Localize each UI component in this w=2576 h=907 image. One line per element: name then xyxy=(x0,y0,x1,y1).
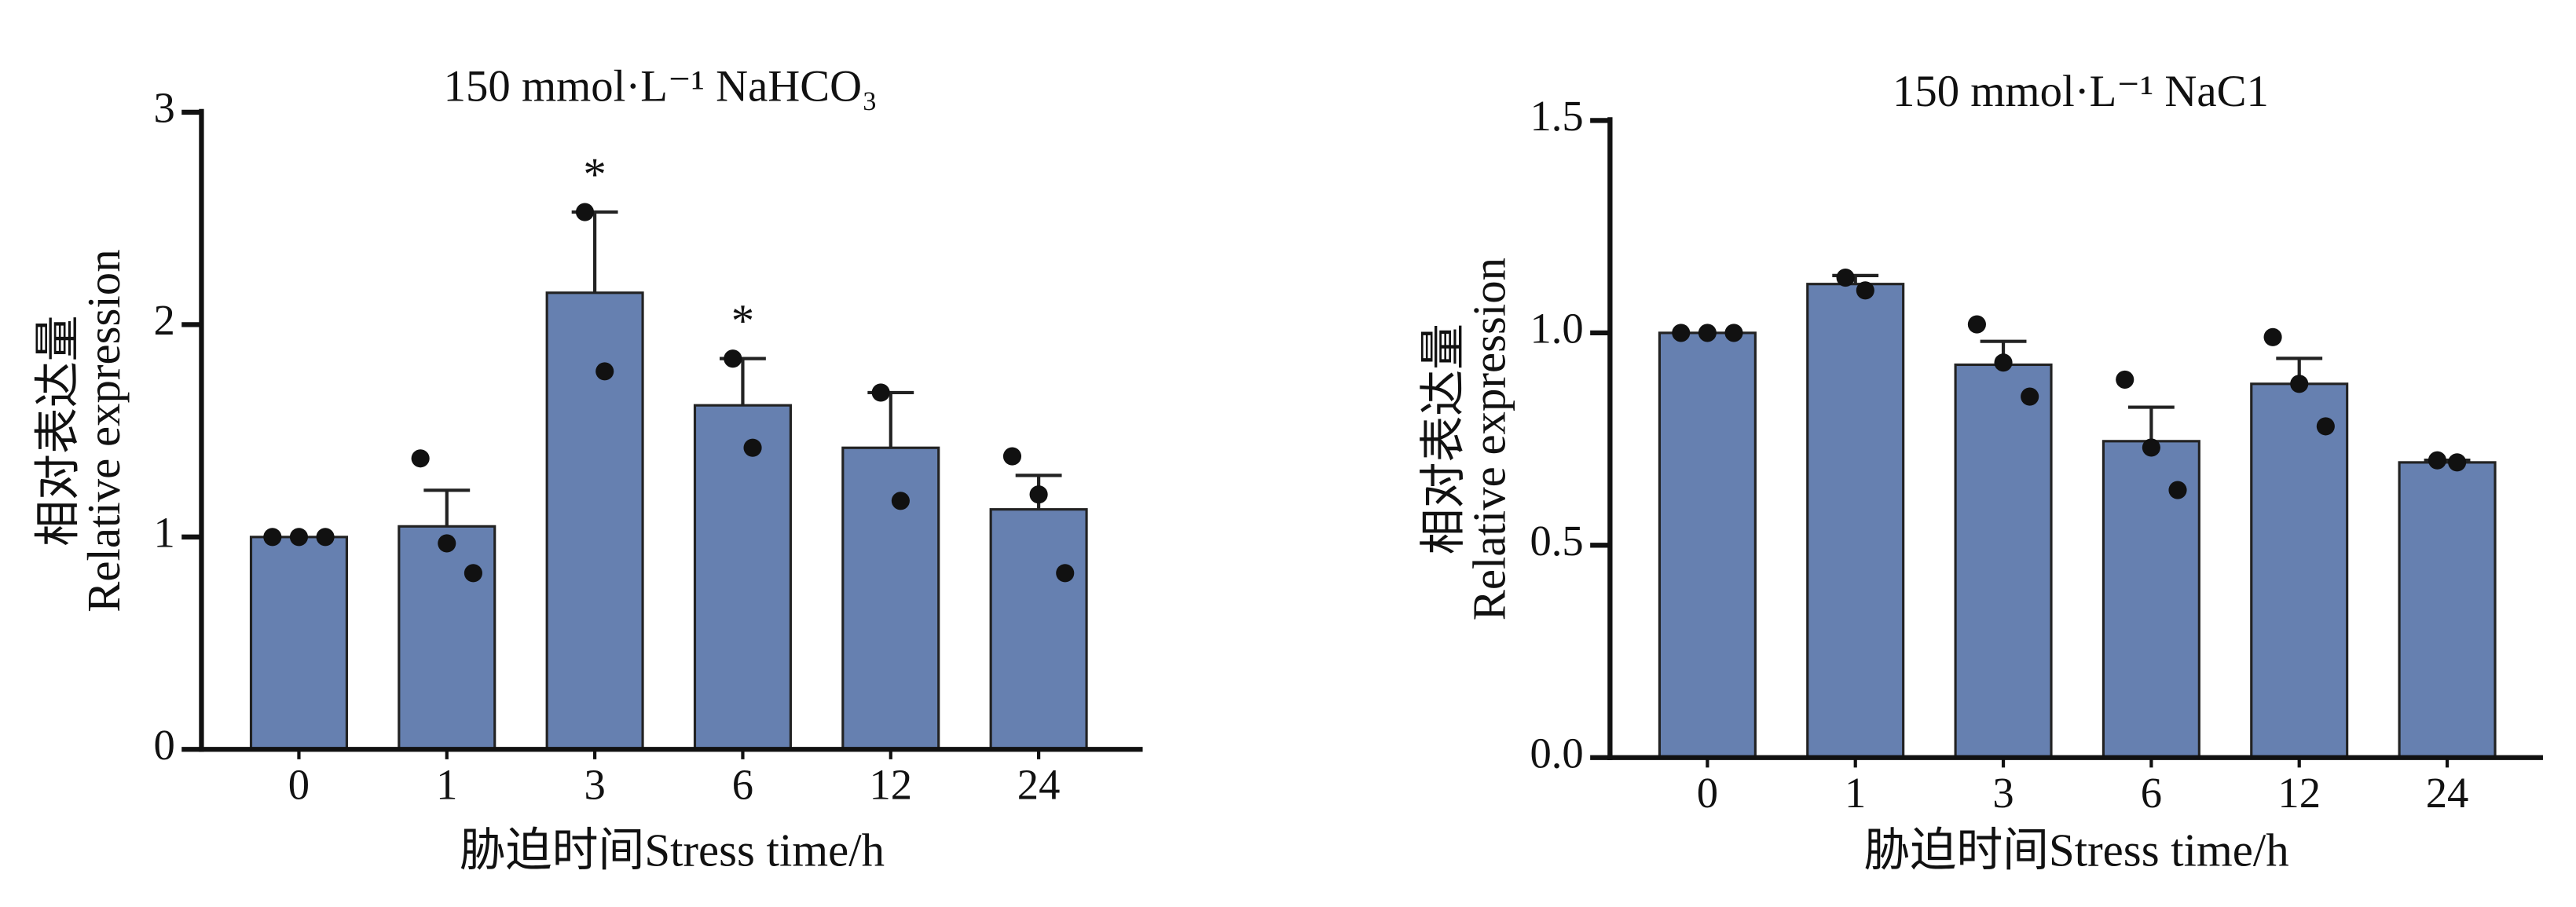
y-axis-label: Relative expression xyxy=(79,249,130,612)
error-bar xyxy=(571,210,618,293)
bar xyxy=(1954,363,2053,759)
x-tick-label: 0 xyxy=(1697,769,1718,817)
bar xyxy=(693,404,792,751)
x-tick-label: 1 xyxy=(1845,769,1866,817)
data-point xyxy=(1698,324,1717,342)
y-tick-label: 1.0 xyxy=(1530,304,1583,352)
x-tick-label: 6 xyxy=(2141,769,2162,817)
data-point xyxy=(411,449,430,468)
y-tick-label: 1 xyxy=(153,508,174,556)
data-point xyxy=(1994,353,2013,372)
chart-title: 150 mmol·L⁻¹ NaC1 xyxy=(1893,67,2269,116)
data-point xyxy=(724,349,742,368)
x-tick-label: 1 xyxy=(436,760,457,808)
data-point xyxy=(595,362,614,381)
x-tick-label: 24 xyxy=(1017,760,1061,808)
x-tick-label: 3 xyxy=(1992,769,2014,817)
y-axis-label: 相对表达量 xyxy=(32,315,83,546)
data-point xyxy=(2021,387,2039,406)
data-point xyxy=(1002,447,1022,466)
x-tick-label: 24 xyxy=(2426,769,2469,817)
x-tick-label: 6 xyxy=(732,760,753,808)
data-point xyxy=(2142,438,2160,457)
data-point xyxy=(1836,269,1855,287)
data-point xyxy=(1967,315,1986,334)
data-point xyxy=(1056,564,1075,583)
y-tick-label: 2 xyxy=(153,296,174,344)
data-point xyxy=(1724,324,1743,342)
bar xyxy=(2398,461,2497,759)
y-tick-label: 3 xyxy=(153,83,174,131)
data-point xyxy=(464,564,482,583)
x-tick-label: 12 xyxy=(869,760,912,808)
data-point xyxy=(316,528,335,547)
data-point xyxy=(1856,281,1874,300)
y-tick-label: 0 xyxy=(153,721,174,769)
data-point xyxy=(1672,324,1691,342)
bar xyxy=(398,525,497,751)
bar xyxy=(841,446,940,751)
error-bar xyxy=(720,357,766,406)
bar xyxy=(249,536,348,751)
bar xyxy=(2250,382,2349,759)
data-point xyxy=(2428,451,2446,470)
error-bar xyxy=(423,488,471,527)
error-bar xyxy=(867,390,914,448)
x-tick-label: 12 xyxy=(2277,769,2321,817)
data-point xyxy=(2290,375,2309,393)
data-point xyxy=(871,383,890,402)
bar xyxy=(545,291,644,751)
data-point xyxy=(2168,481,2187,499)
bar xyxy=(1658,331,1757,759)
bar xyxy=(989,508,1088,751)
data-point xyxy=(2116,370,2134,389)
data-point xyxy=(289,528,309,547)
data-point xyxy=(2448,453,2467,472)
y-axis-label: 相对表达量 xyxy=(1418,324,1469,554)
x-tick-label: 0 xyxy=(288,760,310,808)
y-axis-label: Relative expression xyxy=(1464,258,1515,620)
data-point xyxy=(743,438,762,457)
data-point xyxy=(575,203,595,221)
y-tick-label: 1.5 xyxy=(1530,92,1583,140)
y-tick-label: 0.5 xyxy=(1530,517,1583,565)
x-axis-label: 胁迫时间Stress time/h xyxy=(1864,825,2289,876)
significance-mark: * xyxy=(583,149,606,200)
chart-title: 150 mmol·L⁻¹ NaHCO₃ xyxy=(444,62,878,112)
data-point xyxy=(2263,327,2282,346)
bar xyxy=(1806,283,1905,759)
significance-mark: * xyxy=(731,295,754,346)
x-tick-label: 3 xyxy=(584,760,605,808)
data-point xyxy=(438,534,456,553)
x-axis-label: 胁迫时间Stress time/h xyxy=(460,825,885,876)
data-point xyxy=(1029,485,1048,504)
y-tick-label: 0.0 xyxy=(1530,729,1583,777)
data-point xyxy=(2316,417,2335,436)
data-point xyxy=(263,528,282,547)
error-bar xyxy=(2127,405,2175,441)
data-point xyxy=(891,492,910,510)
